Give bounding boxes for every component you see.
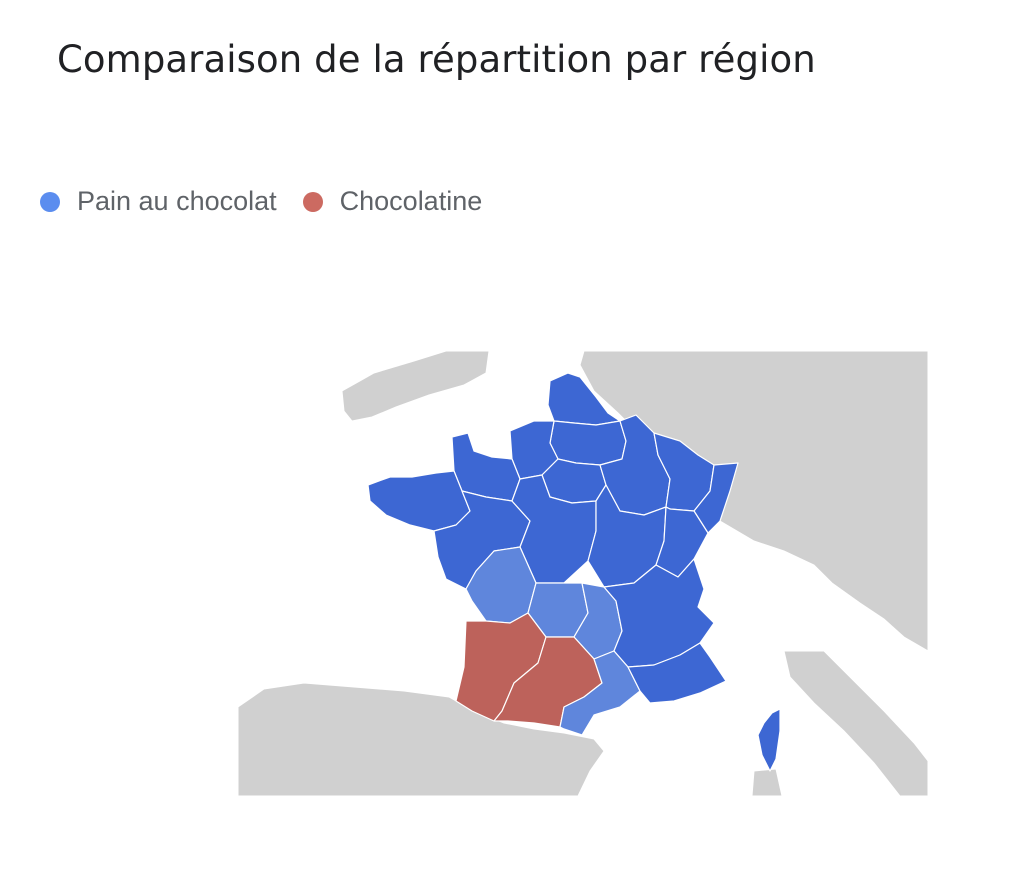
- map-svg: [224, 350, 929, 797]
- legend-label-chocolatine: Chocolatine: [339, 186, 483, 216]
- geo-map: [224, 350, 929, 797]
- region-provence-alpes-cote-d-azur[interactable]: [627, 642, 727, 704]
- legend-label-pain-au-chocolat: Pain au chocolat: [77, 186, 277, 216]
- legend-swatch-chocolatine: [302, 191, 323, 212]
- legend-item-pain-au-chocolat[interactable]: Pain au chocolat: [40, 186, 277, 217]
- region-ile-de-france[interactable]: [541, 458, 607, 504]
- chart-title: Comparaison de la répartition par région: [57, 38, 816, 81]
- land-europe-north: [579, 350, 929, 652]
- region-alsace[interactable]: [693, 462, 739, 534]
- land-spain: [237, 682, 605, 797]
- region-rhone-alpes[interactable]: [603, 558, 715, 668]
- legend-swatch-pain-au-chocolat: [40, 191, 60, 212]
- legend-item-chocolatine[interactable]: Chocolatine: [302, 186, 483, 217]
- legend: Pain au chocolat Chocolatine: [40, 186, 508, 217]
- land-uk: [341, 350, 490, 422]
- region-corse[interactable]: [757, 708, 781, 772]
- region-picardie[interactable]: [549, 420, 627, 466]
